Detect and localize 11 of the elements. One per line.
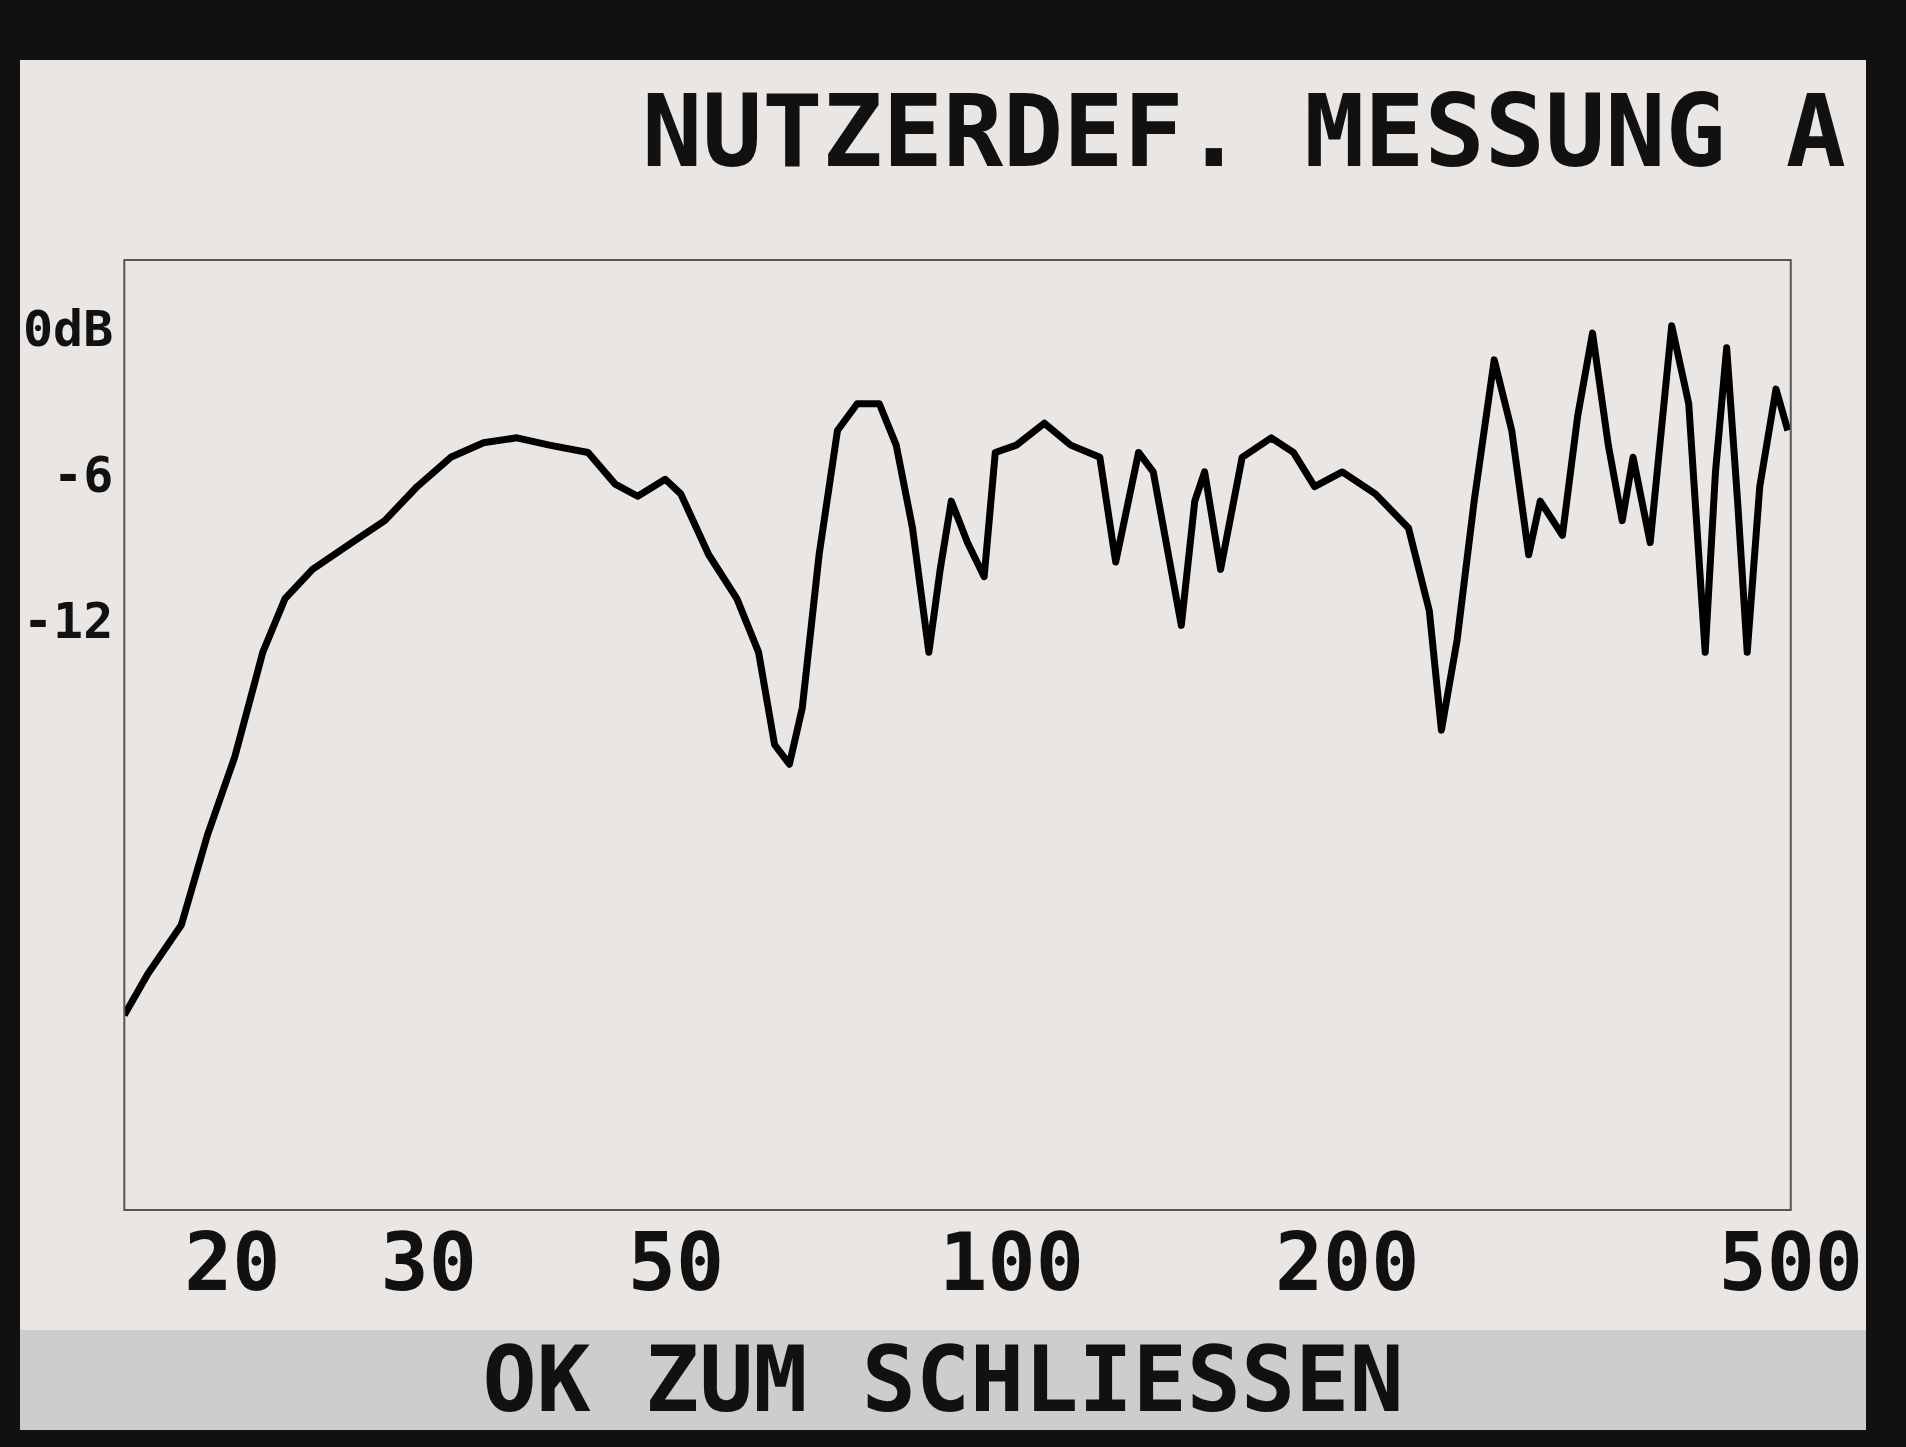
x-tick-label: 200 (1274, 1215, 1420, 1309)
y-tick-label: 0dB (23, 300, 114, 359)
text: OK ZUM SCHLIESSEN (20, 1327, 1866, 1432)
x-tick-label: 100 (939, 1215, 1084, 1309)
x-tick-label: 20 (184, 1215, 281, 1309)
x-tick-label: 50 (627, 1215, 725, 1309)
chart-title: NUTZERDEF. MESSUNG A (641, 72, 1846, 190)
y-tick-label: -12 (23, 592, 114, 651)
x-tick-label: 30 (380, 1215, 477, 1309)
x-tick-label: 500 (1718, 1215, 1863, 1309)
y-tick-label: -6 (53, 446, 114, 505)
